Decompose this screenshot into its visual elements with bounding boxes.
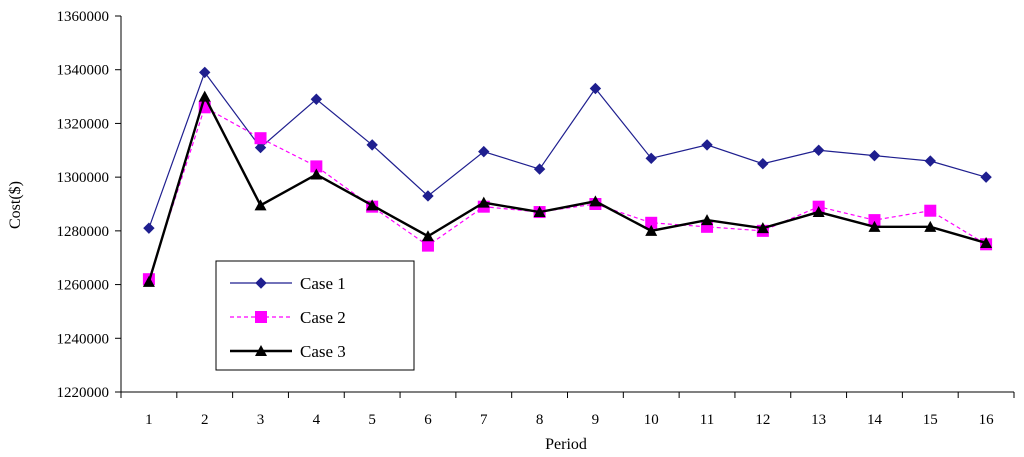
legend-label: Case 1 [300,274,346,293]
data-point [812,144,825,156]
data-point [868,220,881,232]
data-point [589,195,602,207]
data-point [645,224,658,236]
data-point [199,66,211,79]
data-point [477,196,490,208]
data-point [757,158,769,170]
y-tick-label: 1280000 [57,224,110,240]
y-tick-label: 1360000 [57,9,110,25]
data-point [421,230,434,242]
data-point [589,82,602,95]
data-point [478,145,490,158]
data-point [366,139,378,151]
x-tick-label: 5 [368,412,376,428]
legend-marker [255,345,267,356]
x-tick-label: 6 [424,412,432,428]
x-tick-label: 13 [811,412,826,428]
data-point [812,206,825,218]
data-point [924,220,937,232]
x-tick-label: 3 [257,412,265,428]
data-point [533,206,546,218]
y-axis-title: Cost($) [7,181,24,229]
data-point [533,163,546,175]
series-3 [142,90,993,287]
data-point [254,132,267,145]
x-axis-title: Period [545,436,587,453]
series-2 [142,101,993,286]
data-point [868,214,881,227]
data-point [422,190,434,202]
y-tick-label: 1240000 [57,331,110,347]
series-line [148,106,987,280]
data-point [756,222,769,234]
x-tick-label: 2 [201,412,209,428]
x-tick-label: 4 [313,412,321,428]
data-point [254,199,267,211]
data-point [254,141,267,154]
data-point [645,152,657,165]
x-tick-label: 8 [536,412,544,428]
data-point [868,149,881,162]
data-point [701,139,713,151]
data-point [198,90,211,102]
y-tick-label: 1320000 [57,116,110,132]
data-point [980,236,993,248]
x-tick-label: 9 [592,412,600,428]
data-point [143,222,155,234]
axes: 1220000 1240000 1260000 1280000 1300000 13200… [57,9,1015,428]
y-tick-label: 1300000 [57,170,110,186]
x-tick-label: 11 [700,412,714,428]
data-point [924,155,936,167]
y-tick-label: 1220000 [57,385,110,401]
series-line [147,93,987,283]
legend-marker [255,311,267,323]
data-point [924,204,937,217]
data-point [310,160,323,173]
data-point [366,199,379,211]
legend-label: Case 3 [300,342,346,361]
data-point [980,171,992,183]
legend-label: Case 2 [300,308,346,327]
x-tick-label: 16 [979,412,995,428]
data-point [645,216,658,229]
series-layer [142,66,993,287]
y-tick-label: 1260000 [57,278,110,294]
x-tick-label: 7 [480,412,488,428]
legend-marker [255,277,267,289]
x-tick-label: 12 [755,412,770,428]
y-tick-label: 1340000 [57,63,110,79]
data-point [310,168,323,180]
series-1 [143,66,992,234]
x-tick-label: 14 [867,412,883,428]
data-point [701,214,714,226]
series-line [148,71,987,229]
data-point [310,93,323,105]
x-tick-label: 10 [644,412,659,428]
data-point [421,239,434,252]
legend: Case 1 Case 2 Case 3 [215,260,415,371]
x-tick-label: 15 [923,412,938,428]
x-tick-label: 1 [145,412,153,428]
data-point [142,275,155,287]
